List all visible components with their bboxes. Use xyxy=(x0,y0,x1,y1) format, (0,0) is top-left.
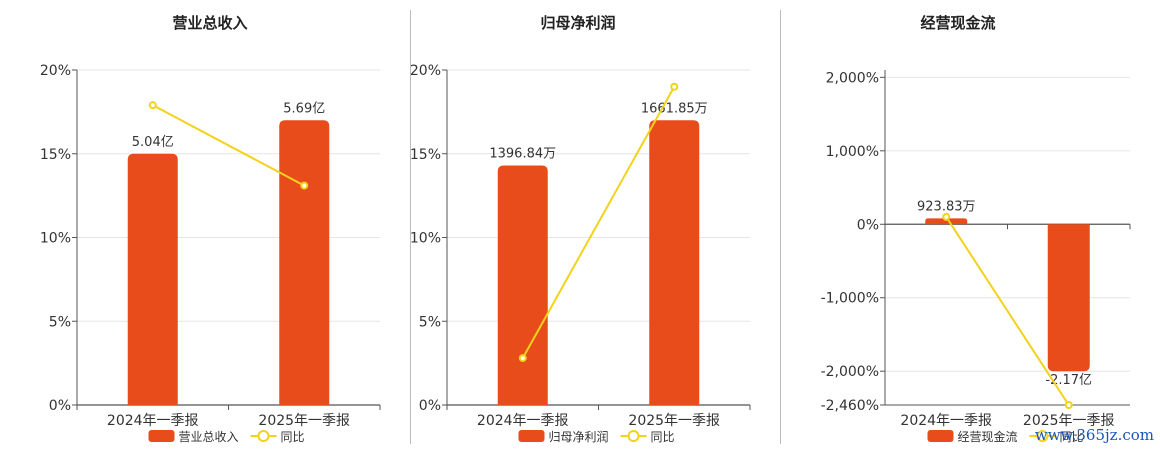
bar-1 xyxy=(497,165,548,405)
bar-1 xyxy=(127,153,178,405)
legend-swatch-point xyxy=(1036,430,1049,442)
bar-2 xyxy=(649,120,700,405)
yoy-point-1 xyxy=(518,354,527,363)
watermark-text: www.365jz.com xyxy=(1034,426,1154,444)
y-tick-label: -2,000% xyxy=(821,364,879,380)
bar-label: 5.04亿 xyxy=(132,135,174,150)
legend-label-bar: 营业总收入 xyxy=(179,430,239,444)
y-tick-label: 2,000% xyxy=(826,70,879,86)
x-tick-label: 2025年一季报 xyxy=(1023,413,1115,429)
legend-swatch-point xyxy=(627,430,640,442)
chart-title: 经营现金流 xyxy=(920,14,995,32)
yoy-point-1 xyxy=(942,212,951,221)
yoy-line xyxy=(521,86,676,359)
legend-swatch-point xyxy=(257,430,270,442)
y-tick-label: 15% xyxy=(40,147,71,163)
y-tick-label: -1,000% xyxy=(821,291,879,307)
y-tick-label: 0% xyxy=(49,398,71,414)
yoy-line xyxy=(945,216,1070,406)
x-tick-label: 2025年一季报 xyxy=(258,413,350,429)
legend-label-line: 同比 xyxy=(281,430,305,444)
legend-label-line: 同比 xyxy=(651,430,675,444)
legend-label-bar: 经营现金流 xyxy=(958,429,1018,444)
yoy-line xyxy=(152,104,305,187)
bar-2 xyxy=(1047,224,1090,372)
x-tick-label: 2025年一季报 xyxy=(628,413,720,429)
legend-swatch-bar xyxy=(518,430,545,442)
yoy-point-2 xyxy=(1064,401,1073,409)
y-tick-label: 10% xyxy=(40,231,71,247)
y-tick-label: 0% xyxy=(857,217,879,233)
legend-label-line: 同比 xyxy=(1060,430,1084,444)
yoy-point-1 xyxy=(148,101,157,110)
panel-divider-2 xyxy=(780,10,781,444)
bar-label: 1396.84万 xyxy=(489,146,556,161)
y-tick-label: 5% xyxy=(419,314,441,330)
y-tick-label: 20% xyxy=(410,63,441,79)
y-tick-label: 1,000% xyxy=(826,144,879,160)
y-tick-label: 5% xyxy=(49,314,71,330)
x-tick-label: 2024年一季报 xyxy=(477,413,569,429)
bar-label: 5.69亿 xyxy=(283,101,325,116)
bar-label: 1661.85万 xyxy=(641,101,708,116)
yoy-point-2 xyxy=(670,82,679,91)
y-tick-label: -2,460% xyxy=(821,398,879,414)
bar-1 xyxy=(925,218,968,225)
y-tick-label: 15% xyxy=(410,147,441,163)
bar-2 xyxy=(279,120,330,405)
y-tick-label: 10% xyxy=(410,231,441,247)
panel-divider-1 xyxy=(410,10,411,444)
yoy-point-2 xyxy=(300,181,309,190)
x-tick-label: 2024年一季报 xyxy=(107,413,199,429)
legend-swatch-bar xyxy=(148,430,175,442)
legend-swatch-bar xyxy=(927,430,954,442)
bar-label: 923.83万 xyxy=(917,199,976,214)
chart-title: 归母净利润 xyxy=(540,14,615,32)
y-tick-label: 20% xyxy=(40,63,71,79)
y-tick-label: 0% xyxy=(419,398,441,414)
chart-title: 营业总收入 xyxy=(172,14,247,32)
legend-label-bar: 归母净利润 xyxy=(549,430,609,444)
bar-label: -2.17亿 xyxy=(1045,373,1092,388)
x-tick-label: 2024年一季报 xyxy=(900,413,992,429)
